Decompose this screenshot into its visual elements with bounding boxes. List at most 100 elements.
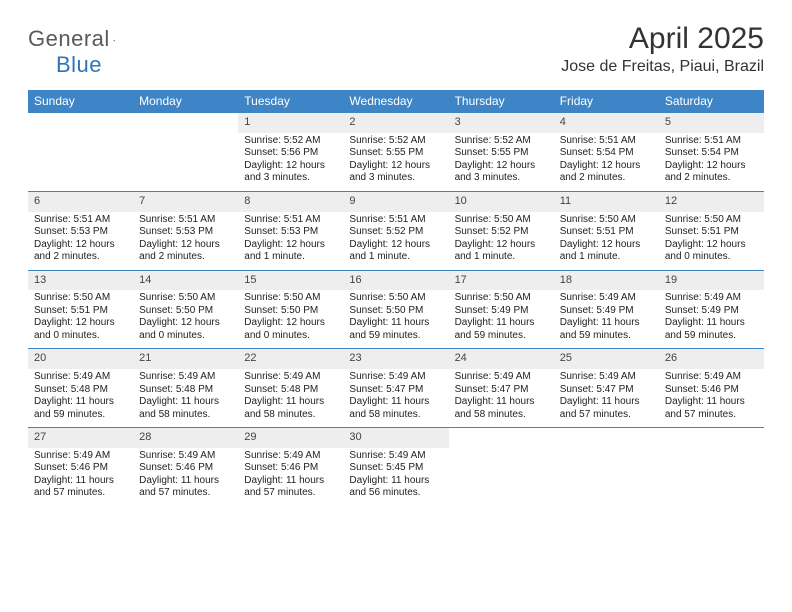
day-number: 9 xyxy=(349,195,355,207)
sunset-line: Sunset: 5:53 PM xyxy=(244,226,337,239)
calendar-table: Sunday Monday Tuesday Wednesday Thursday… xyxy=(28,90,764,506)
day-number-cell: 21 xyxy=(133,349,238,369)
daynum-row: 13141516171819 xyxy=(28,270,764,290)
day-data-cell: Sunrise: 5:49 AMSunset: 5:45 PMDaylight:… xyxy=(343,448,448,506)
daylight-line: Daylight: 11 hours and 58 minutes. xyxy=(349,396,442,421)
day-data-cell: Sunrise: 5:50 AMSunset: 5:50 PMDaylight:… xyxy=(343,290,448,349)
day-data-row: Sunrise: 5:49 AMSunset: 5:46 PMDaylight:… xyxy=(28,448,764,506)
sunrise-line: Sunrise: 5:49 AM xyxy=(349,450,442,463)
day-number: 4 xyxy=(560,116,566,128)
daynum-row: 6789101112 xyxy=(28,191,764,211)
sunrise-line: Sunrise: 5:52 AM xyxy=(244,135,337,148)
daylight-line: Daylight: 12 hours and 0 minutes. xyxy=(244,317,337,342)
daylight-line: Daylight: 12 hours and 1 minute. xyxy=(244,239,337,264)
day-number: 30 xyxy=(349,431,361,443)
daylight-line: Daylight: 11 hours and 59 minutes. xyxy=(349,317,442,342)
day-data-cell xyxy=(133,133,238,192)
daylight-line: Daylight: 12 hours and 0 minutes. xyxy=(139,317,232,342)
day-number-cell: 5 xyxy=(659,113,764,133)
sunset-line: Sunset: 5:50 PM xyxy=(139,305,232,318)
day-number-cell: 26 xyxy=(659,349,764,369)
day-number: 3 xyxy=(455,116,461,128)
daylight-line: Daylight: 12 hours and 1 minute. xyxy=(455,239,548,264)
daylight-line: Daylight: 11 hours and 57 minutes. xyxy=(665,396,758,421)
sunrise-line: Sunrise: 5:51 AM xyxy=(139,214,232,227)
day-data-cell: Sunrise: 5:50 AMSunset: 5:50 PMDaylight:… xyxy=(238,290,343,349)
day-number: 28 xyxy=(139,431,151,443)
sunset-line: Sunset: 5:54 PM xyxy=(560,147,653,160)
day-number-cell: 4 xyxy=(554,113,659,133)
dow-mon: Monday xyxy=(133,90,238,113)
day-number-cell: 12 xyxy=(659,191,764,211)
sunrise-line: Sunrise: 5:50 AM xyxy=(560,214,653,227)
day-number: 27 xyxy=(34,431,46,443)
sunset-line: Sunset: 5:48 PM xyxy=(34,384,127,397)
day-number: 22 xyxy=(244,352,256,364)
day-number-cell xyxy=(28,113,133,133)
sunset-line: Sunset: 5:49 PM xyxy=(560,305,653,318)
sunrise-line: Sunrise: 5:49 AM xyxy=(665,371,758,384)
day-number-cell: 22 xyxy=(238,349,343,369)
sunrise-line: Sunrise: 5:51 AM xyxy=(244,214,337,227)
sunrise-line: Sunrise: 5:49 AM xyxy=(560,292,653,305)
day-number: 19 xyxy=(665,274,677,286)
daylight-line: Daylight: 11 hours and 59 minutes. xyxy=(560,317,653,342)
day-number-cell: 16 xyxy=(343,270,448,290)
day-number-cell: 8 xyxy=(238,191,343,211)
day-data-row: Sunrise: 5:50 AMSunset: 5:51 PMDaylight:… xyxy=(28,290,764,349)
daylight-line: Daylight: 12 hours and 3 minutes. xyxy=(349,160,442,185)
day-number-cell: 18 xyxy=(554,270,659,290)
daylight-line: Daylight: 12 hours and 1 minute. xyxy=(560,239,653,264)
sunrise-line: Sunrise: 5:49 AM xyxy=(34,371,127,384)
calendar-head: Sunday Monday Tuesday Wednesday Thursday… xyxy=(28,90,764,113)
calendar-body: 12345 Sunrise: 5:52 AMSunset: 5:56 PMDay… xyxy=(28,113,764,506)
day-data-cell: Sunrise: 5:49 AMSunset: 5:48 PMDaylight:… xyxy=(133,369,238,428)
sunrise-line: Sunrise: 5:52 AM xyxy=(349,135,442,148)
sunset-line: Sunset: 5:50 PM xyxy=(244,305,337,318)
day-number-cell: 1 xyxy=(238,113,343,133)
sunrise-line: Sunrise: 5:49 AM xyxy=(455,371,548,384)
day-number: 25 xyxy=(560,352,572,364)
day-data-cell: Sunrise: 5:50 AMSunset: 5:49 PMDaylight:… xyxy=(449,290,554,349)
sunset-line: Sunset: 5:54 PM xyxy=(665,147,758,160)
day-number: 14 xyxy=(139,274,151,286)
day-data-cell: Sunrise: 5:50 AMSunset: 5:51 PMDaylight:… xyxy=(659,212,764,271)
day-number: 8 xyxy=(244,195,250,207)
sunrise-line: Sunrise: 5:50 AM xyxy=(455,214,548,227)
sunset-line: Sunset: 5:50 PM xyxy=(349,305,442,318)
sunrise-line: Sunrise: 5:51 AM xyxy=(560,135,653,148)
daylight-line: Daylight: 11 hours and 59 minutes. xyxy=(455,317,548,342)
location: Jose de Freitas, Piaui, Brazil xyxy=(561,58,764,76)
sunset-line: Sunset: 5:52 PM xyxy=(349,226,442,239)
day-number: 20 xyxy=(34,352,46,364)
daylight-line: Daylight: 12 hours and 2 minutes. xyxy=(560,160,653,185)
day-number-cell: 11 xyxy=(554,191,659,211)
day-data-cell: Sunrise: 5:50 AMSunset: 5:51 PMDaylight:… xyxy=(554,212,659,271)
title-block: April 2025 Jose de Freitas, Piaui, Brazi… xyxy=(561,22,764,76)
daynum-row: 20212223242526 xyxy=(28,349,764,369)
day-number: 6 xyxy=(34,195,40,207)
day-data-row: Sunrise: 5:51 AMSunset: 5:53 PMDaylight:… xyxy=(28,212,764,271)
dow-tue: Tuesday xyxy=(238,90,343,113)
day-number-cell: 15 xyxy=(238,270,343,290)
day-number-cell: 17 xyxy=(449,270,554,290)
sunrise-line: Sunrise: 5:50 AM xyxy=(244,292,337,305)
day-number-cell: 14 xyxy=(133,270,238,290)
sunset-line: Sunset: 5:49 PM xyxy=(665,305,758,318)
day-data-cell xyxy=(449,448,554,506)
sunrise-line: Sunrise: 5:50 AM xyxy=(455,292,548,305)
day-data-cell: Sunrise: 5:51 AMSunset: 5:54 PMDaylight:… xyxy=(554,133,659,192)
day-number: 23 xyxy=(349,352,361,364)
sunrise-line: Sunrise: 5:50 AM xyxy=(139,292,232,305)
day-number-cell: 30 xyxy=(343,428,448,448)
daylight-line: Daylight: 11 hours and 57 minutes. xyxy=(560,396,653,421)
day-data-cell: Sunrise: 5:49 AMSunset: 5:48 PMDaylight:… xyxy=(238,369,343,428)
day-number-cell xyxy=(659,428,764,448)
day-data-cell: Sunrise: 5:50 AMSunset: 5:52 PMDaylight:… xyxy=(449,212,554,271)
day-data-cell: Sunrise: 5:51 AMSunset: 5:52 PMDaylight:… xyxy=(343,212,448,271)
day-data-cell: Sunrise: 5:50 AMSunset: 5:50 PMDaylight:… xyxy=(133,290,238,349)
day-number-cell xyxy=(449,428,554,448)
day-number-cell: 28 xyxy=(133,428,238,448)
daylight-line: Daylight: 12 hours and 3 minutes. xyxy=(244,160,337,185)
dow-wed: Wednesday xyxy=(343,90,448,113)
